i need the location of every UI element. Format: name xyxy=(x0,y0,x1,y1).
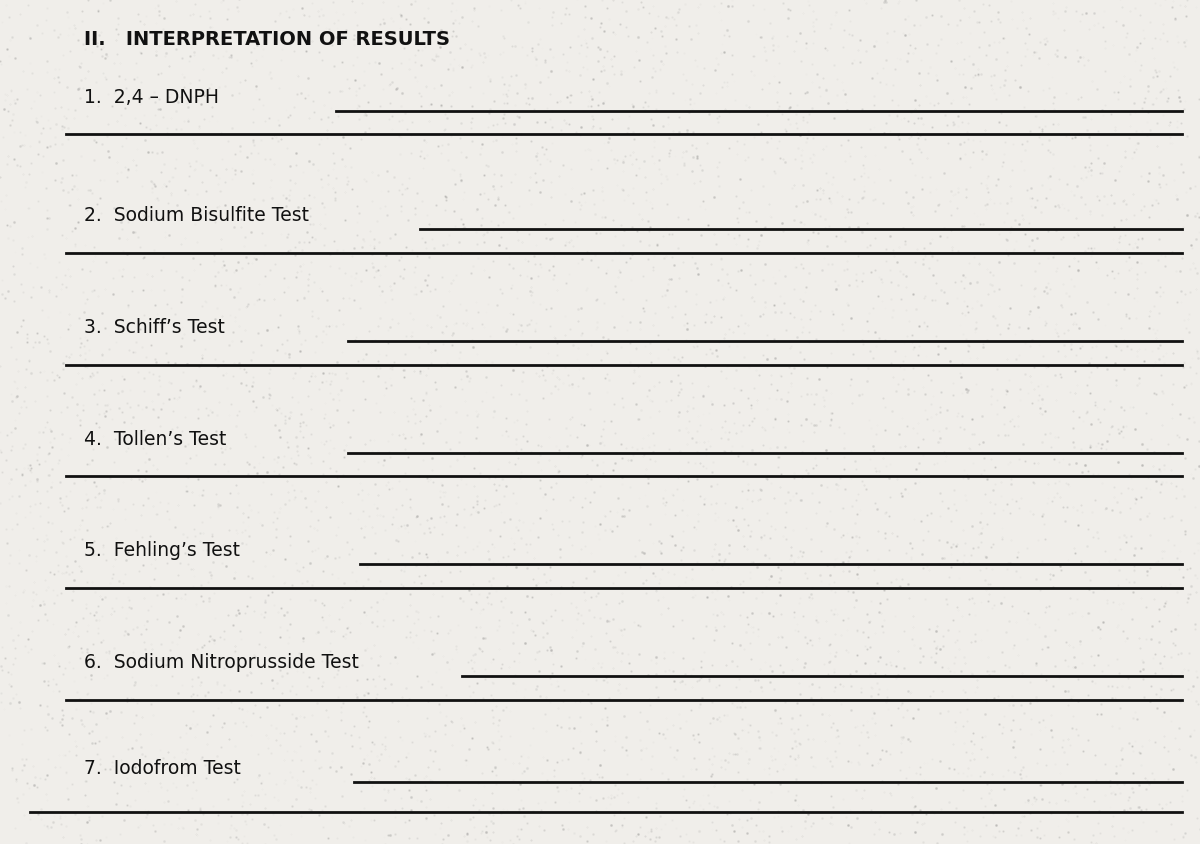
Text: II.   INTERPRETATION OF RESULTS: II. INTERPRETATION OF RESULTS xyxy=(84,30,450,48)
Text: 5.  Fehling’s Test: 5. Fehling’s Test xyxy=(84,541,240,560)
Text: 3.  Schiff’s Test: 3. Schiff’s Test xyxy=(84,318,224,337)
Text: 1.  2,4 – DNPH: 1. 2,4 – DNPH xyxy=(84,88,220,106)
Text: 4.  Tollen’s Test: 4. Tollen’s Test xyxy=(84,430,227,448)
Text: 7.  Iodofrom Test: 7. Iodofrom Test xyxy=(84,759,241,777)
Text: 6.  Sodium Nitroprusside Test: 6. Sodium Nitroprusside Test xyxy=(84,652,359,671)
Text: 2.  Sodium Bisulfite Test: 2. Sodium Bisulfite Test xyxy=(84,206,310,225)
